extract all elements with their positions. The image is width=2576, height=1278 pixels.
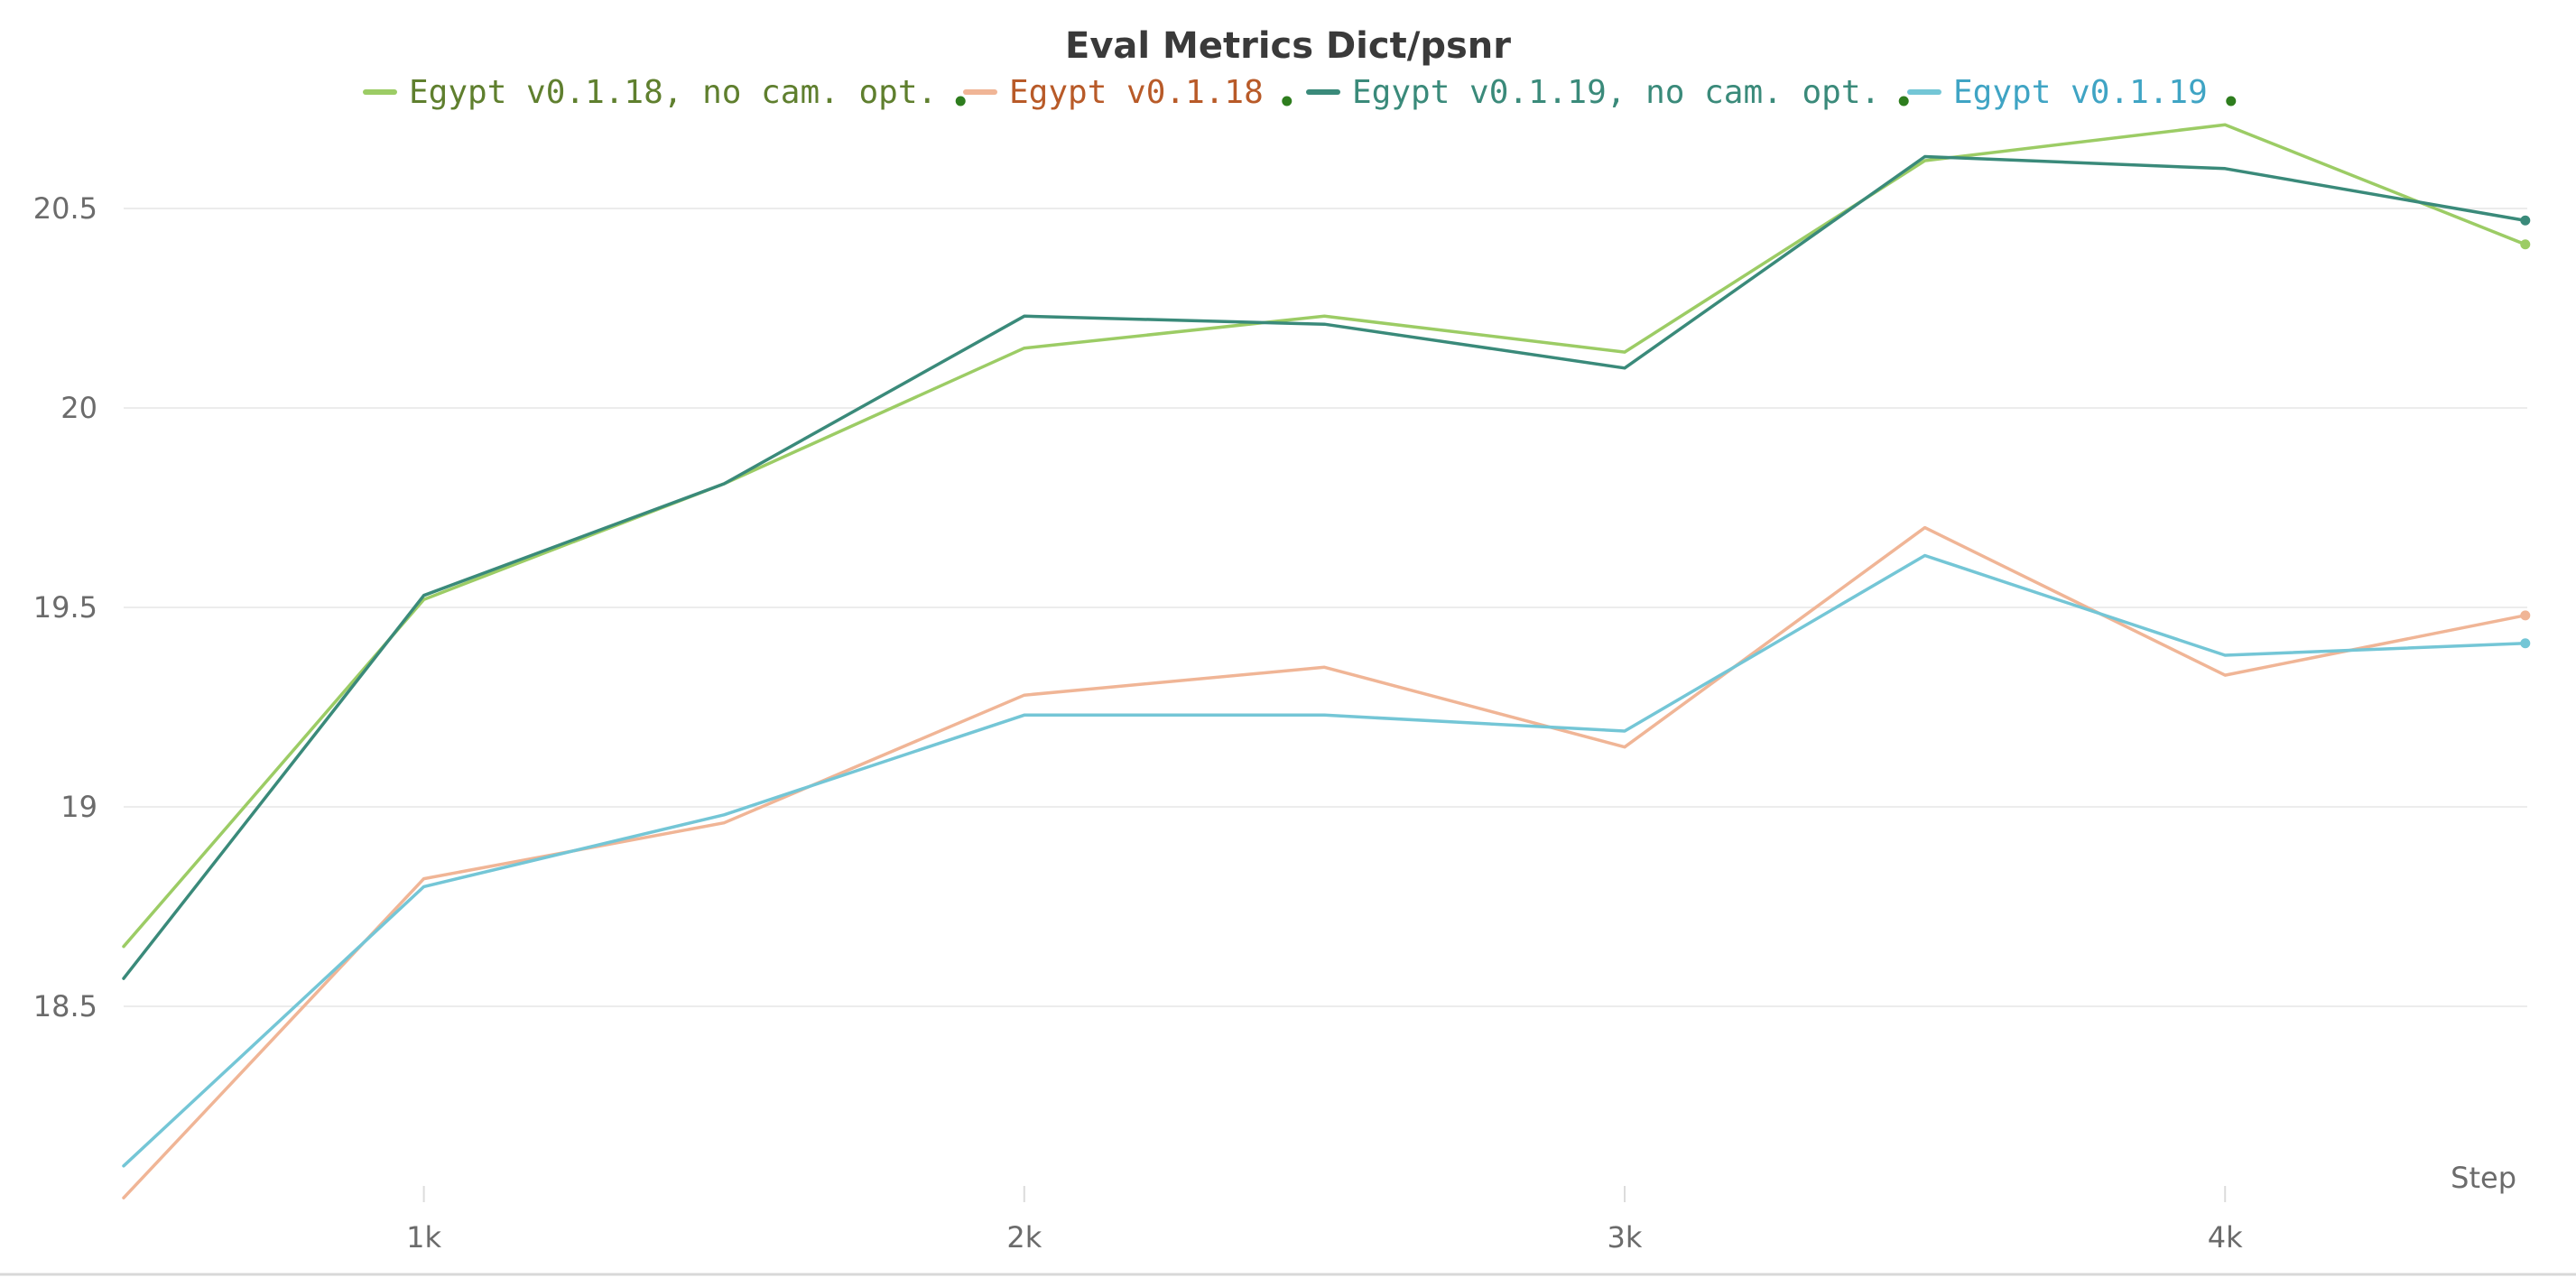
legend-item[interactable]: Egypt v0.1.18 (963, 74, 1293, 111)
x-axis: 1k 2k 3k 4k (406, 1186, 2243, 1255)
y-tick-label: 19.5 (33, 590, 97, 625)
legend-item[interactable]: Egypt v0.1.19, no cam. opt. (1306, 74, 1909, 111)
series-line (122, 123, 2527, 949)
legend: Egypt v0.1.18, no cam. opt. Egypt v0.1.18… (363, 74, 2237, 111)
legend-status-dot (1898, 96, 1909, 106)
legend-item[interactable]: Egypt v0.1.19 (1907, 74, 2237, 111)
y-tick-label: 18.5 (33, 989, 97, 1023)
legend-item[interactable]: Egypt v0.1.18, no cam. opt. (363, 74, 966, 111)
x-tick-label: 1k (406, 1220, 441, 1255)
y-axis: 18.5 19 19.5 20 20.5 (33, 191, 97, 1023)
series-line (122, 525, 2527, 1199)
series-line (122, 553, 2527, 1168)
legend-status-dot (1282, 96, 1293, 106)
legend-status-dot (955, 96, 966, 106)
legend-label: Egypt v0.1.19 (1953, 74, 2208, 111)
legend-label: Egypt v0.1.18, no cam. opt. (409, 74, 937, 111)
y-tick-label: 20.5 (33, 191, 97, 226)
legend-label: Egypt v0.1.19, no cam. opt. (1352, 74, 1880, 111)
legend-label: Egypt v0.1.18 (1009, 74, 1264, 111)
series-lines (122, 123, 2531, 1199)
y-tick-label: 19 (60, 790, 97, 824)
legend-status-dot (2226, 96, 2237, 106)
y-tick-label: 20 (60, 391, 97, 425)
series-endpoint (2520, 239, 2531, 250)
series-endpoint (2520, 638, 2531, 649)
chart-title: Eval Metrics Dict/psnr (1065, 25, 1511, 67)
y-gridlines (124, 208, 2527, 1007)
series-endpoint (2520, 610, 2531, 621)
series-endpoint (2520, 215, 2531, 226)
series-line (122, 154, 2527, 980)
x-axis-title: Step (2451, 1161, 2516, 1195)
x-tick-label: 4k (2208, 1220, 2243, 1255)
x-tick-label: 3k (1608, 1220, 1643, 1255)
x-tick-label: 2k (1006, 1220, 1042, 1255)
